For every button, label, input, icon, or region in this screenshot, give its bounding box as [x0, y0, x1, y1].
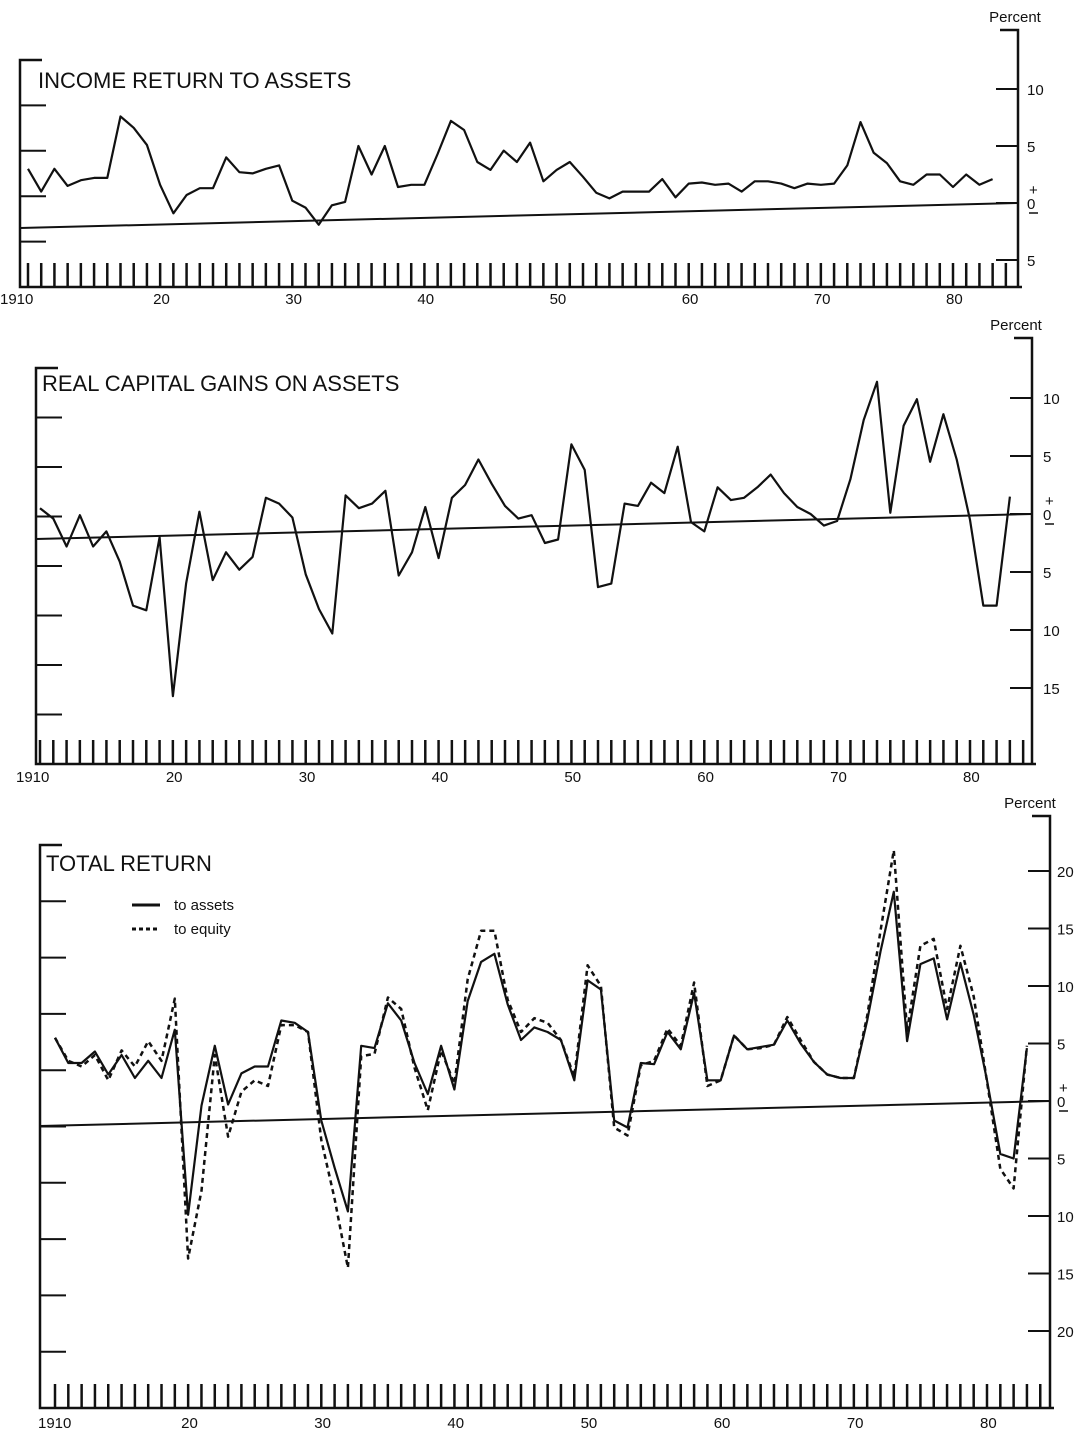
plus-sign: + [1029, 182, 1038, 199]
x-tick-labels: 1910 20 30 40 50 60 70 80 [16, 769, 980, 786]
series-lines [39, 380, 1011, 698]
right-axis-ticks [1010, 397, 1032, 689]
y-tick-label: 15 [1057, 922, 1074, 939]
percent-unit-label: Percent [989, 9, 1042, 26]
y-tick-label: 5 [1057, 1152, 1065, 1169]
zero-baseline [35, 513, 1033, 540]
x-tick-label: 70 [830, 769, 847, 786]
y-tick-label: 5 [1057, 1037, 1065, 1054]
left-frame-bracket [18, 58, 1022, 289]
x-tick-label: 80 [963, 769, 980, 786]
y-tick-label: 20 [1057, 1324, 1074, 1341]
legend-label-assets: to assets [174, 897, 234, 914]
x-tick-label: 1910 [0, 291, 33, 308]
series-lines [27, 115, 994, 226]
y-tick-label: 20 [1057, 864, 1074, 881]
y-tick-label: 10 [1057, 979, 1074, 996]
x-tick-labels: 1910 20 30 40 50 60 70 80 [0, 291, 963, 308]
x-tick-label: 70 [814, 291, 831, 308]
plus-sign: + [1045, 493, 1054, 510]
x-tick-label: 60 [697, 769, 714, 786]
chart-title: INCOME RETURN TO ASSETS [38, 68, 351, 93]
y-tick-label: 10 [1027, 82, 1044, 99]
x-tick-labels: 1910 20 30 40 50 60 70 80 [38, 1415, 997, 1432]
zero-baseline [39, 1100, 1051, 1127]
series-line-to-equity [53, 849, 1029, 1270]
chart-title: REAL CAPITAL GAINS ON ASSETS [42, 371, 399, 396]
x-tick-label: 80 [946, 291, 963, 308]
capital-gains-chart: Percent REAL CAPITAL GAINS ON ASSETS 10 5… [16, 317, 1060, 786]
zero-baseline [19, 202, 1019, 229]
series-line-to-assets [54, 890, 1028, 1216]
x-tick-label: 60 [714, 1415, 731, 1432]
y-tick-label: 0 [1027, 196, 1035, 213]
x-tick-label: 1910 [16, 769, 49, 786]
right-axis-line [1000, 28, 1020, 287]
y-tick-label: 5 [1027, 253, 1035, 270]
legend: to assets to equity [132, 897, 234, 938]
x-tick-label: 30 [314, 1415, 331, 1432]
x-tick-label: 80 [980, 1415, 997, 1432]
x-tick-label: 1910 [38, 1415, 71, 1432]
y-tick-label: 15 [1057, 1267, 1074, 1284]
y-tick-label: 5 [1027, 139, 1035, 156]
series-line-main [39, 380, 1011, 698]
percent-unit-label: Percent [990, 317, 1043, 334]
left-frame-ticks [40, 900, 66, 1353]
x-tick-label: 70 [847, 1415, 864, 1432]
x-tick-label: 50 [550, 291, 567, 308]
y-tick-label: 15 [1043, 681, 1060, 698]
percent-unit-label: Percent [1004, 795, 1057, 812]
right-axis-line [1014, 336, 1034, 764]
y-tick-label: 10 [1043, 623, 1060, 640]
right-axis-line [1032, 814, 1052, 1408]
chart-title: TOTAL RETURN [46, 851, 212, 876]
y-tick-label: 0 [1043, 507, 1051, 524]
x-tick-label: 30 [285, 291, 302, 308]
series-lines [53, 849, 1029, 1270]
y-tick-label: 5 [1043, 449, 1051, 466]
plus-sign: + [1059, 1080, 1068, 1097]
year-ticks [26, 263, 1008, 287]
x-tick-label: 20 [166, 769, 183, 786]
x-tick-label: 40 [417, 291, 434, 308]
x-tick-label: 20 [181, 1415, 198, 1432]
left-frame-ticks [20, 104, 46, 243]
x-tick-label: 40 [432, 769, 449, 786]
y-tick-labels: 10 5 0+5 [1027, 82, 1044, 270]
year-ticks [53, 1384, 1042, 1408]
x-tick-label: 60 [682, 291, 699, 308]
x-tick-label: 40 [447, 1415, 464, 1432]
y-tick-label: 5 [1043, 565, 1051, 582]
x-tick-label: 20 [153, 291, 170, 308]
series-line-main [27, 115, 994, 226]
y-tick-label: 10 [1057, 1209, 1074, 1226]
x-tick-label: 30 [299, 769, 316, 786]
x-tick-label: 50 [581, 1415, 598, 1432]
legend-label-equity: to equity [174, 921, 231, 938]
y-tick-label: 0 [1057, 1094, 1065, 1111]
year-ticks [38, 740, 1025, 764]
x-tick-label: 50 [564, 769, 581, 786]
y-tick-label: 10 [1043, 391, 1060, 408]
y-tick-labels: 10 5 0+5 10 15 [1043, 391, 1060, 698]
y-tick-labels: 20 15 10 5 0+5 10 15 20 [1057, 864, 1074, 1341]
